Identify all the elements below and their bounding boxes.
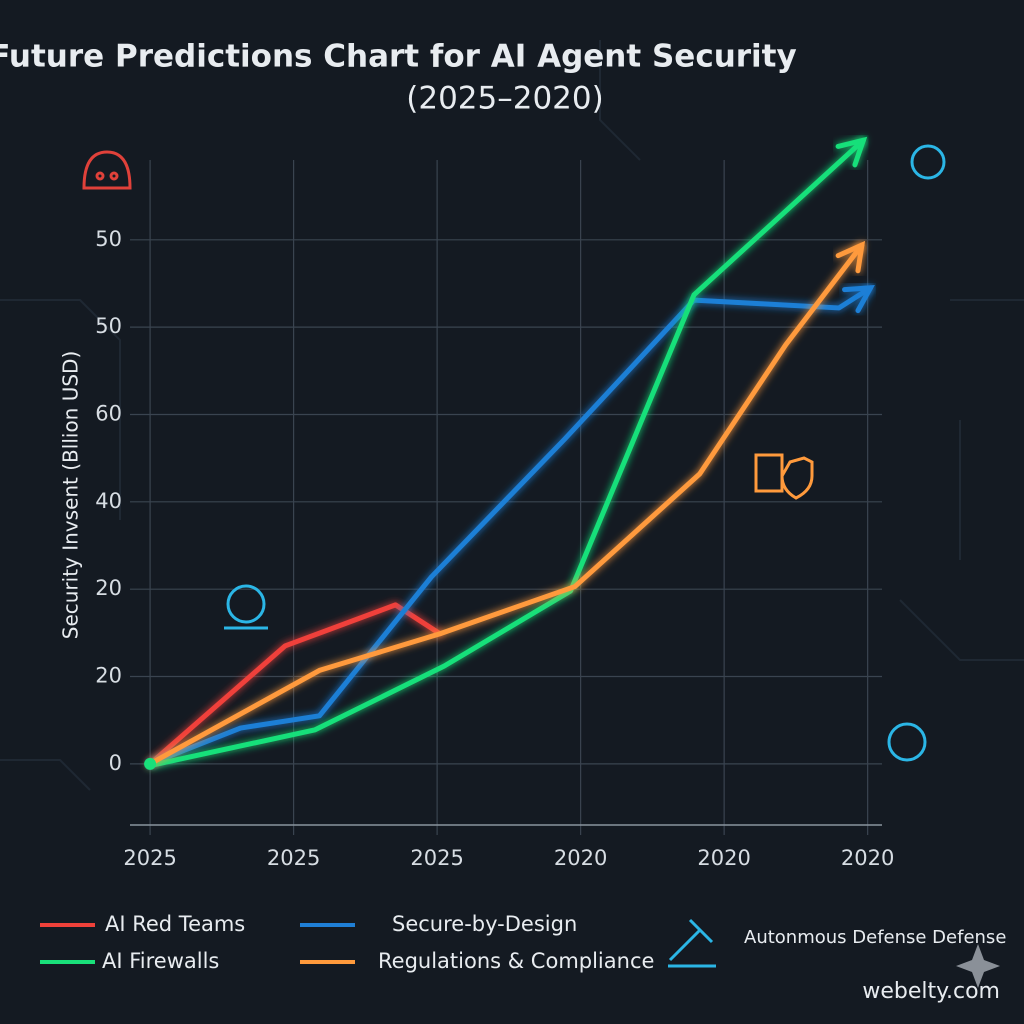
legend-label: AI Firewalls [102,949,219,973]
agent-icon [224,584,268,630]
legend-label: Secure-by-Design [392,912,577,936]
y-tick-label: 50 [95,227,122,251]
hacker-icon [82,150,132,190]
x-tick-label: 2020 [697,846,750,870]
y-tick-label: 20 [95,576,122,600]
arrowhead [835,136,868,168]
watermark: webelty.com [862,979,1000,1004]
arrowhead [835,240,866,274]
y-tick-label: 20 [95,664,122,688]
series-line [147,242,865,767]
y-tick-label: 50 [95,314,122,338]
gavel-icon [668,918,716,968]
x-tick-label: 2025 [267,846,320,870]
x-tick-label: 2020 [841,846,894,870]
legend-label: Regulations & Compliance [378,949,654,973]
origin-dot [144,757,157,770]
circuit-decoration [0,40,1024,791]
arrowhead [842,285,875,314]
chart-subtitle: (2025–2020) [406,81,603,117]
y-tick-label: 60 [95,401,122,425]
x-tick-label: 2020 [554,846,607,870]
series-line [147,602,443,767]
legend-label: AI Red Teams [105,912,245,936]
sparkle-icon [956,944,1000,988]
series-line [147,137,866,769]
x-tick-label: 2025 [410,846,463,870]
x-tick-label: 2025 [123,846,176,870]
y-axis-label: Security Invsent (Bllion USD) [59,351,83,640]
annotation: Autonmous Defense Defense [744,927,1006,948]
chart-title: Future Predictions Chart for AI Agent Se… [0,39,797,75]
y-tick-label: 40 [95,489,122,513]
y-tick-label: 0 [109,751,122,775]
brain-icon [887,144,946,762]
shield-icon [754,453,814,500]
